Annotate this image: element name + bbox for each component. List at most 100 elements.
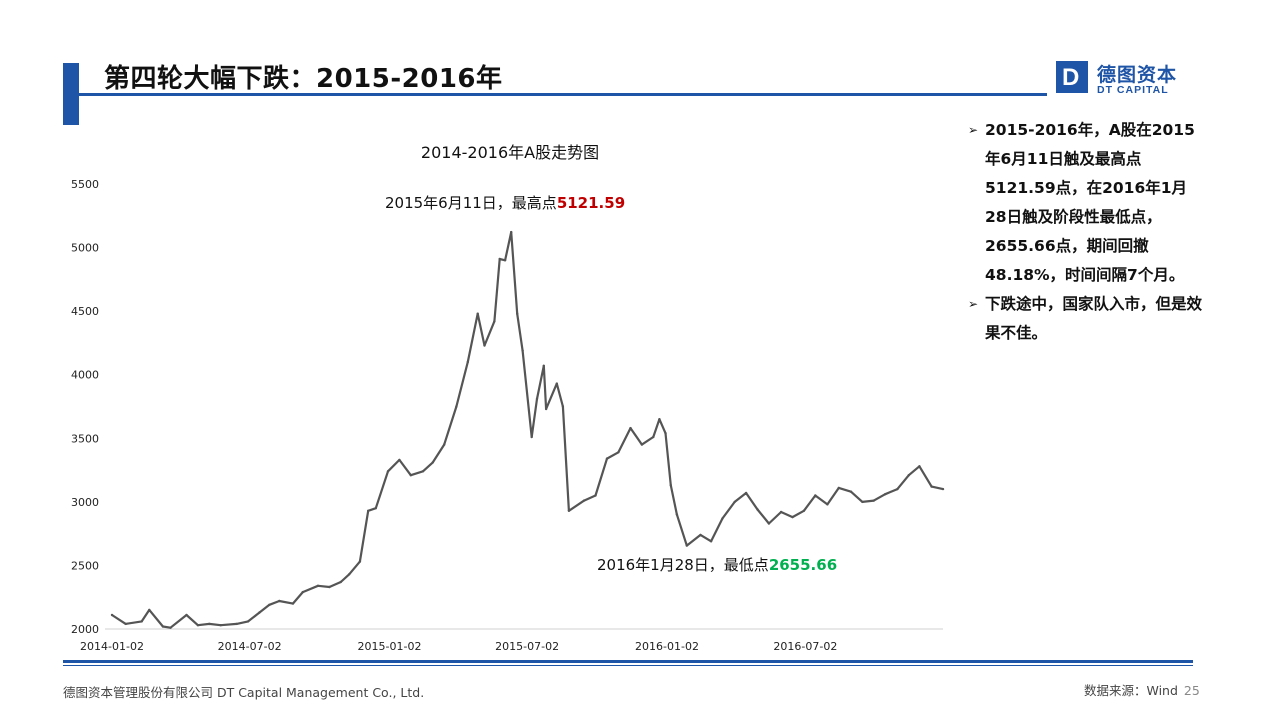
data-point <box>140 620 143 623</box>
data-point <box>930 485 933 488</box>
data-point <box>516 312 519 315</box>
high-value: 5121.59 <box>556 194 626 212</box>
data-point <box>605 457 609 460</box>
data-point <box>431 461 434 464</box>
footer-source: 数据来源：Wind 25 <box>1084 680 1200 699</box>
data-point <box>733 500 736 504</box>
summary-panel: ➢ 2015-2016年，A股在2015年6月11日触及最高点5121.59点，… <box>968 116 1208 348</box>
data-point <box>664 432 667 435</box>
data-point <box>219 624 222 627</box>
logo-letter: D <box>1062 64 1080 91</box>
logo-chinese-name: 德图资本 <box>1097 64 1178 86</box>
data-point <box>640 443 644 446</box>
data-point <box>802 509 806 512</box>
y-tick-label: 4500 <box>71 305 99 318</box>
low-annotation: 2016年1月28日，最低点2655.66 <box>597 554 837 575</box>
data-point <box>779 510 783 514</box>
data-point <box>208 622 211 626</box>
y-axis: 2000 2500 3000 3500 4000 4500 5000 5500 <box>71 178 99 636</box>
summary-bullet: ➢ 下跌途中，国家队入市，但是效果不佳。 <box>968 290 1208 348</box>
data-point <box>367 509 370 512</box>
data-point <box>169 626 172 629</box>
y-tick-label: 5000 <box>71 242 99 255</box>
chart-title: 2014-2016年A股走势图 <box>421 143 599 162</box>
data-point <box>542 364 545 367</box>
price-series <box>110 230 945 629</box>
data-point <box>685 544 688 547</box>
data-point <box>791 515 794 519</box>
x-tick-label: 2014-01-02 <box>80 640 144 653</box>
data-point <box>561 405 565 408</box>
data-point <box>872 499 875 502</box>
page-number: 25 <box>1183 683 1200 698</box>
data-point <box>918 465 921 468</box>
data-point <box>161 625 165 628</box>
data-point <box>196 624 200 627</box>
data-point <box>235 622 238 626</box>
data-point <box>421 470 425 473</box>
data-point <box>476 312 479 315</box>
data-point <box>443 443 446 446</box>
data-point <box>148 608 151 612</box>
data-point <box>826 503 829 506</box>
data-point <box>503 259 507 262</box>
arrow-bullet-icon: ➢ <box>968 297 979 311</box>
x-axis: 2014-01-02 2014-07-02 2015-01-02 2015-07-02… <box>80 640 837 653</box>
summary-bullet: ➢ 2015-2016年，A股在2015年6月11日触及最高点5121.59点，… <box>968 116 1208 290</box>
y-tick-label: 4000 <box>71 369 99 382</box>
data-point <box>837 486 840 490</box>
data-point <box>185 613 188 617</box>
data-point <box>316 584 320 587</box>
data-point <box>455 405 458 408</box>
data-point <box>348 573 351 576</box>
high-annotation-text: 2015年6月11日，最高点 <box>385 194 557 212</box>
data-point <box>466 360 469 364</box>
data-point <box>258 611 261 614</box>
data-point <box>124 622 127 626</box>
x-tick-label: 2015-01-02 <box>358 640 422 653</box>
data-point <box>268 603 271 606</box>
x-tick-label: 2016-01-02 <box>635 640 699 653</box>
y-tick-label: 2000 <box>71 623 99 636</box>
data-point <box>339 580 342 584</box>
data-point <box>521 349 524 352</box>
data-point <box>409 474 412 477</box>
data-point <box>849 490 853 493</box>
data-point <box>709 540 713 543</box>
footer-company: 德图资本管理股份有限公司 DT Capital Management Co., … <box>63 685 425 700</box>
data-point <box>328 585 331 589</box>
data-point <box>386 470 390 473</box>
data-point <box>582 499 586 502</box>
data-point <box>535 397 539 401</box>
data-point <box>374 507 377 510</box>
data-point <box>629 426 632 430</box>
summary-bullet-text: 2015-2016年，A股在2015年6月11日触及最高点5121.59点，在2… <box>985 121 1195 284</box>
data-point <box>544 407 548 411</box>
summary-bullet-text: 下跌途中，国家队入市，但是效果不佳。 <box>985 295 1203 342</box>
data-point <box>398 458 401 462</box>
data-point <box>358 560 362 563</box>
data-point <box>699 533 702 537</box>
logo-mark: D <box>1056 61 1088 93</box>
data-point <box>301 590 304 594</box>
low-annotation-text: 2016年1月28日，最低点 <box>597 556 769 574</box>
data-point <box>278 599 281 603</box>
data-point <box>721 517 724 520</box>
company-logo: D 德图资本 DT CAPITAL <box>1056 61 1186 97</box>
data-point <box>669 484 672 487</box>
data-point <box>510 230 513 234</box>
data-point <box>291 602 295 605</box>
high-annotation: 2015年6月11日，最高点5121.59 <box>385 192 625 213</box>
title-accent-bar <box>63 63 79 125</box>
y-tick-label: 3500 <box>71 432 99 445</box>
logo-english-name: DT CAPITAL <box>1097 84 1169 96</box>
data-point <box>756 508 759 511</box>
data-point <box>767 522 771 525</box>
data-point <box>555 382 558 385</box>
data-point <box>498 257 501 261</box>
y-tick-label: 2500 <box>71 559 99 572</box>
footer-divider-thin <box>63 665 1193 666</box>
data-point <box>884 493 887 496</box>
data-point <box>652 435 655 439</box>
